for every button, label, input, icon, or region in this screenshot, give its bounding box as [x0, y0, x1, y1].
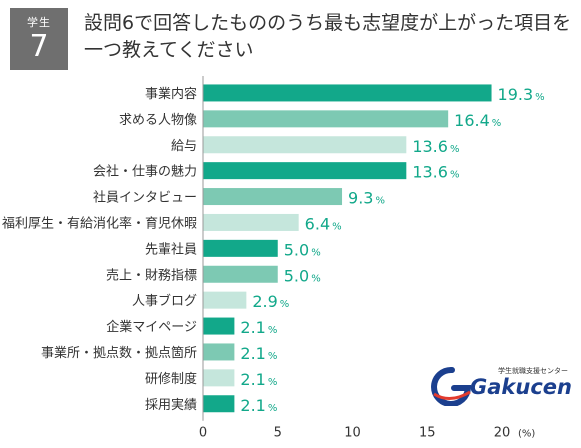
value-suffix-11: %: [268, 377, 278, 388]
bar-4: [203, 188, 343, 206]
value-label-2: 13.6%: [412, 137, 459, 156]
category-label-10: 事業所・拠点数・拠点箇所: [41, 345, 197, 361]
category-label-8: 人事ブログ: [132, 293, 197, 309]
category-label-11: 研修制度: [145, 371, 197, 387]
bar-7: [203, 265, 278, 283]
bar-1: [203, 110, 449, 128]
value-label-7: 5.0%: [284, 266, 321, 285]
bar-12: [203, 395, 235, 413]
value-label-3: 13.6%: [412, 163, 459, 182]
value-label-9: 2.1%: [240, 318, 277, 337]
badge-number: 7: [29, 29, 49, 64]
value-suffix-3: %: [450, 170, 460, 181]
x-tick-label-4: 20: [494, 426, 511, 441]
category-label-5: 福利厚生・有給消化率・育児休暇: [2, 215, 197, 231]
value-label-8: 2.9%: [252, 292, 289, 311]
badge-label: 学生: [27, 16, 51, 29]
value-suffix-0: %: [535, 92, 545, 103]
value-suffix-4: %: [375, 196, 385, 207]
category-label-0: 事業内容: [145, 86, 197, 102]
category-label-4: 社員インタビュー: [93, 190, 197, 206]
x-tick-label-3: 15: [419, 426, 436, 441]
category-label-7: 売上・財務指標: [106, 267, 197, 283]
x-axis-unit: (%): [518, 429, 535, 440]
category-label-9: 企業マイページ: [106, 319, 197, 335]
category-label-12: 採用実績: [145, 397, 197, 413]
bar-8: [203, 291, 247, 309]
value-suffix-6: %: [311, 247, 321, 258]
value-label-6: 5.0%: [284, 240, 321, 259]
value-suffix-5: %: [332, 221, 342, 232]
bar-6: [203, 239, 278, 257]
x-tick-label-0: 0: [199, 426, 207, 441]
value-label-0: 19.3%: [498, 85, 545, 104]
category-label-1: 求める人物像: [119, 113, 197, 128]
bar-5: [203, 213, 299, 231]
category-label-3: 会社・仕事の魅力: [93, 164, 197, 180]
gakucen-logo: Gakucen 学生就職支援センター: [431, 366, 572, 406]
value-suffix-12: %: [268, 403, 278, 414]
bar-9: [203, 317, 235, 335]
bar-10: [203, 343, 235, 361]
value-suffix-10: %: [268, 351, 278, 362]
value-suffix-1: %: [492, 118, 502, 129]
value-suffix-9: %: [268, 325, 278, 336]
value-label-11: 2.1%: [240, 370, 277, 389]
category-label-6: 先輩社員: [145, 241, 197, 257]
value-label-4: 9.3%: [348, 189, 385, 208]
category-label-2: 給与: [171, 139, 197, 154]
value-suffix-2: %: [450, 144, 460, 155]
bar-0: [203, 84, 492, 102]
student-badge: 学生 7: [10, 8, 68, 70]
x-tick-label-2: 10: [344, 426, 361, 441]
chart-title: 設問6で回答したもののうち最も志望度が上がった項目を一つ教えてください: [84, 12, 572, 61]
logo-tagline: 学生就職支援センター: [498, 366, 568, 375]
value-suffix-8: %: [280, 299, 290, 310]
bar-2: [203, 136, 407, 154]
value-label-12: 2.1%: [240, 396, 277, 415]
logo-brand-text: Gakucen: [470, 375, 572, 399]
value-label-5: 6.4%: [305, 214, 342, 233]
value-label-10: 2.1%: [240, 344, 277, 363]
x-tick-label-1: 5: [274, 426, 282, 441]
bar-3: [203, 162, 407, 180]
bar-11: [203, 369, 235, 387]
value-label-1: 16.4%: [454, 111, 501, 130]
value-suffix-7: %: [311, 273, 321, 284]
